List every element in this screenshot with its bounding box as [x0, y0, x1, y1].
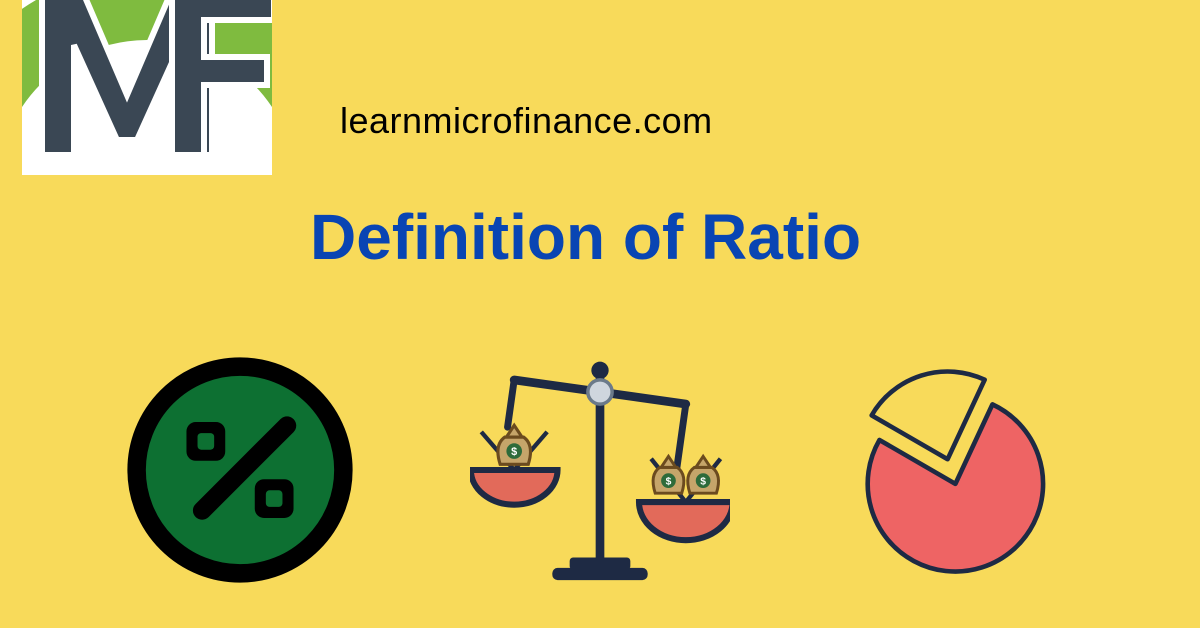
svg-text:$: $: [700, 476, 706, 487]
infographic-canvas: learnmicrofinance.com Definition of Rati…: [0, 0, 1200, 628]
balance-scale-icon: $ $: [470, 340, 730, 600]
site-url: learnmicrofinance.com: [340, 100, 713, 142]
pie-chart-icon: [830, 340, 1090, 600]
site-logo: [22, 0, 272, 175]
percent-badge-icon: [110, 340, 370, 600]
svg-text:$: $: [511, 446, 517, 458]
svg-text:$: $: [666, 476, 672, 487]
mf-logo-icon: [22, 0, 272, 175]
icons-row: $ $: [0, 340, 1200, 600]
page-title: Definition of Ratio: [310, 200, 861, 274]
